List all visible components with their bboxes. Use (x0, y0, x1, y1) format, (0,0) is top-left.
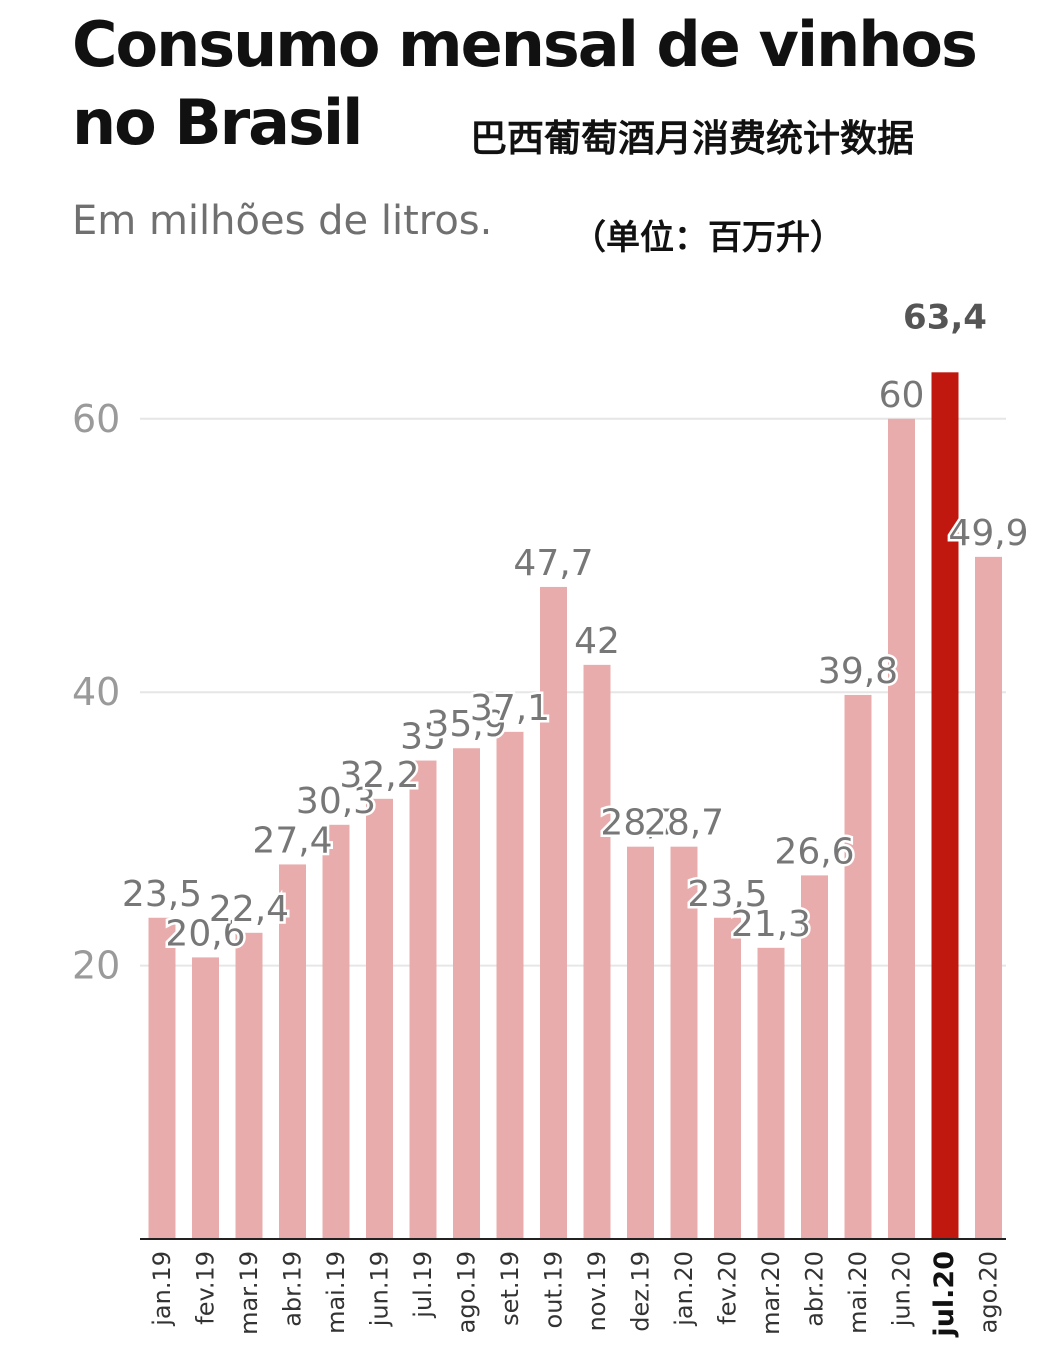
x-tick-label-jan.20: jan.20 (670, 1251, 698, 1327)
x-tick-label-mai.20: mai.20 (844, 1251, 872, 1334)
chart-title-chinese: 巴西葡萄酒月消费统计数据 (470, 117, 914, 160)
value-label-abr.20: 26,6 (774, 831, 854, 872)
value-label-fev.19: 20,6 (165, 913, 245, 954)
gridlines (140, 417, 1006, 967)
value-label-mar.19: 22,4 (209, 889, 289, 930)
value-label-jun.19: 32,2 (339, 755, 419, 796)
value-label-mar.20: 21,3 (731, 904, 811, 945)
value-label-ago.20: 49,9 (948, 513, 1028, 554)
x-tick-label-abr.20: abr.20 (801, 1251, 829, 1327)
x-tick-label-jul.19: jul.19 (409, 1251, 437, 1319)
bar-abr.20 (801, 875, 828, 1239)
chart-subtitle-chinese: （单位：百万升） (572, 218, 844, 258)
value-label-mai.19: 30,3 (296, 781, 376, 822)
value-label-jun.20: 60 (879, 375, 925, 416)
value-label-abr.19: 27,4 (252, 820, 332, 861)
x-tick-label-abr.19: abr.19 (279, 1251, 307, 1327)
bar-out.19 (540, 586, 567, 1239)
x-tick-label-set.19: set.19 (496, 1251, 524, 1326)
value-label-dez.19: 28,7 (600, 803, 680, 844)
value-label-mai.20: 39,8 (818, 651, 898, 692)
chart-subtitle: Em milhões de litros. (72, 198, 493, 244)
value-labels: 23,520,622,427,430,332,23535,937,147,742… (119, 295, 1031, 957)
value-label-set.19: 37,1 (470, 688, 550, 729)
x-tick-label-dez.19: dez.19 (627, 1251, 655, 1332)
x-tick-label-jun.20: jun.20 (888, 1251, 916, 1327)
bar-jun.19 (366, 798, 393, 1239)
x-tick-label-jul.20: jul.20 (929, 1251, 960, 1338)
y-tick-label: 60 (72, 397, 120, 441)
bar-abr.19 (279, 864, 306, 1239)
bar-ago.20 (975, 556, 1002, 1239)
bar-jan.19 (148, 917, 176, 1239)
x-tick-label-jan.19: jan.19 (148, 1251, 176, 1327)
bars (148, 372, 1002, 1239)
bar-mai.20 (844, 694, 872, 1239)
bar-nov.19 (583, 664, 611, 1239)
x-tick-label-fev.19: fev.19 (192, 1251, 220, 1325)
x-tick-label-fev.20: fev.20 (714, 1251, 742, 1325)
x-tick-label-nov.19: nov.19 (583, 1251, 611, 1331)
bar-jul.19 (409, 760, 437, 1239)
y-tick-label: 20 (72, 944, 120, 988)
x-tick-label-mar.20: mar.20 (757, 1251, 785, 1335)
value-label-ago.19: 35,9 (426, 704, 506, 745)
value-label-jul.19: 35 (400, 717, 446, 758)
bar-mar.19 (235, 932, 263, 1239)
bar-mai.19 (322, 824, 350, 1239)
bar-jan.20 (670, 846, 698, 1239)
chart-title: Consumo mensal de vinhos no Brasil (72, 8, 978, 159)
value-label-jan.20: 28,7 (644, 803, 724, 844)
x-tick-label-mar.19: mar.19 (235, 1251, 263, 1335)
x-tick-label-ago.20: ago.20 (975, 1251, 1003, 1333)
bar-fev.20 (714, 917, 741, 1239)
x-tick-labels: jan.19 fev.19 mar.19 abr.19 mai.19 jun.19 jul.… (148, 1251, 1003, 1338)
bar-jun.20 (888, 418, 915, 1239)
y-ticks: 20 40 60 (72, 397, 120, 988)
value-label-fev.20: 23,5 (687, 874, 767, 915)
bar-jul.20 (931, 372, 959, 1239)
value-label-nov.19: 42 (574, 621, 620, 662)
value-label-jul.20: 63,4 (903, 297, 987, 337)
y-tick-label: 40 (72, 670, 120, 714)
value-label-out.19: 47,7 (513, 543, 593, 584)
value-label-jan.19: 23,5 (122, 874, 202, 915)
bar-mar.20 (757, 947, 785, 1239)
bar-ago.19 (453, 748, 480, 1239)
x-tick-label-jun.19: jun.19 (366, 1251, 394, 1327)
bar-dez.19 (627, 846, 654, 1239)
bar-fev.19 (192, 957, 219, 1239)
bar-set.19 (496, 731, 524, 1239)
x-tick-label-ago.19: ago.19 (453, 1251, 481, 1333)
x-tick-label-mai.19: mai.19 (322, 1251, 350, 1334)
x-tick-label-out.19: out.19 (540, 1251, 568, 1328)
